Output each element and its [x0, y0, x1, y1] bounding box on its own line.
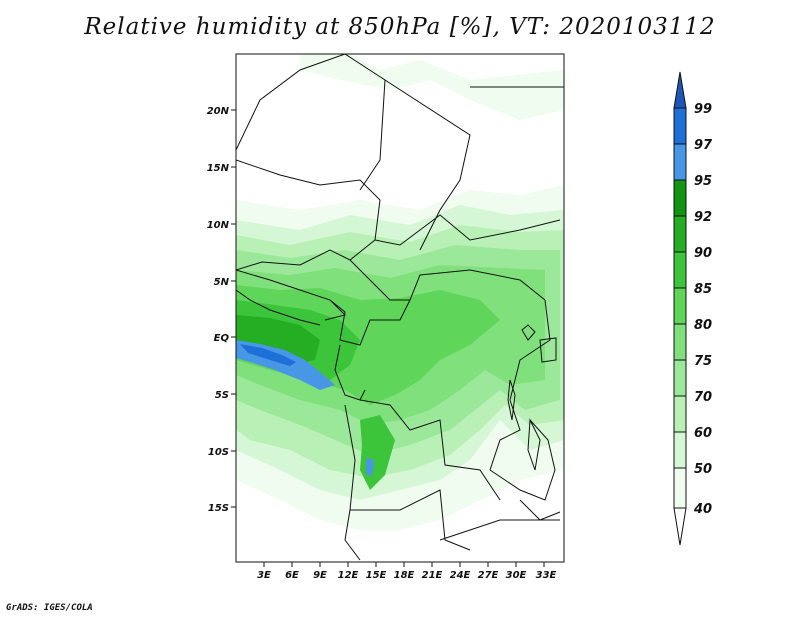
- lat-label: 15S: [208, 503, 229, 514]
- rh-97-region: [240, 344, 296, 366]
- lat-label: 10S: [208, 447, 229, 458]
- colorbar-swatch-70: [673, 359, 687, 397]
- colorbar-label: 90: [694, 246, 712, 261]
- rh-95-south: [366, 458, 374, 476]
- colorbar-label: 99: [694, 102, 712, 117]
- lon-label: 30E: [506, 570, 527, 581]
- colorbar-label: 50: [694, 462, 712, 477]
- lon-label: 3E: [257, 570, 271, 581]
- colorbar-label: 95: [694, 174, 712, 189]
- colorbar-bottom-arrow: [673, 507, 687, 546]
- lat-label: 10N: [207, 220, 230, 231]
- lon-label: 24E: [450, 570, 471, 581]
- colorbar: [673, 71, 687, 546]
- lon-label: 18E: [394, 570, 415, 581]
- lon-label: 6E: [285, 570, 299, 581]
- colorbar-top-arrow: [673, 71, 687, 109]
- lon-labels: 3E 6E 9E 12E 15E 18E 21E 24E 27E 30E 33E: [257, 570, 556, 581]
- colorbar-label: 70: [694, 390, 712, 405]
- lon-label: 15E: [366, 570, 387, 581]
- colorbar-swatch-97: [673, 107, 687, 145]
- colorbar-swatch-92: [673, 179, 687, 217]
- humidity-field: [236, 54, 564, 562]
- chart-title: Relative humidity at 850hPa [%], VT: 202…: [84, 14, 716, 40]
- colorbar-label: 80: [694, 318, 712, 333]
- colorbar-swatch-80: [673, 287, 687, 325]
- lon-label: 21E: [422, 570, 443, 581]
- colorbar-label: 85: [694, 282, 712, 297]
- credit-text: GrADS: IGES/COLA: [6, 603, 93, 613]
- lat-label: 5N: [214, 277, 230, 288]
- lat-label: EQ: [214, 333, 230, 344]
- colorbar-labels: 99 97 95 92 90 85 80 75 70 60 50 40: [693, 102, 713, 517]
- lat-label: 20N: [207, 106, 230, 117]
- colorbar-swatch-95: [673, 143, 687, 181]
- colorbar-swatch-50: [673, 431, 687, 469]
- colorbar-swatch-60: [673, 395, 687, 433]
- colorbar-label: 92: [694, 210, 712, 225]
- lat-label: 5S: [215, 390, 229, 401]
- colorbar-swatch-40: [673, 467, 687, 509]
- colorbar-label: 75: [694, 354, 712, 369]
- lat-label: 15N: [207, 163, 230, 174]
- lon-label: 33E: [536, 570, 557, 581]
- colorbar-swatch-90: [673, 215, 687, 253]
- colorbar-label: 60: [694, 426, 712, 441]
- lakes: [507, 324, 557, 471]
- rh-40-north: [300, 54, 564, 120]
- colorbar-label: 40: [693, 502, 712, 517]
- lat-labels: 20N 15N 10N 5N EQ 5S 10S 15S: [207, 106, 230, 514]
- lon-label: 12E: [338, 570, 359, 581]
- lon-label: 27E: [478, 570, 499, 581]
- map-frame: [235, 53, 565, 563]
- country-borders: [236, 54, 564, 561]
- colorbar-swatch-85: [673, 251, 687, 289]
- colorbar-swatch-75: [673, 323, 687, 361]
- lon-label: 9E: [313, 570, 327, 581]
- axis-ticks: [231, 109, 545, 567]
- colorbar-label: 97: [694, 138, 713, 153]
